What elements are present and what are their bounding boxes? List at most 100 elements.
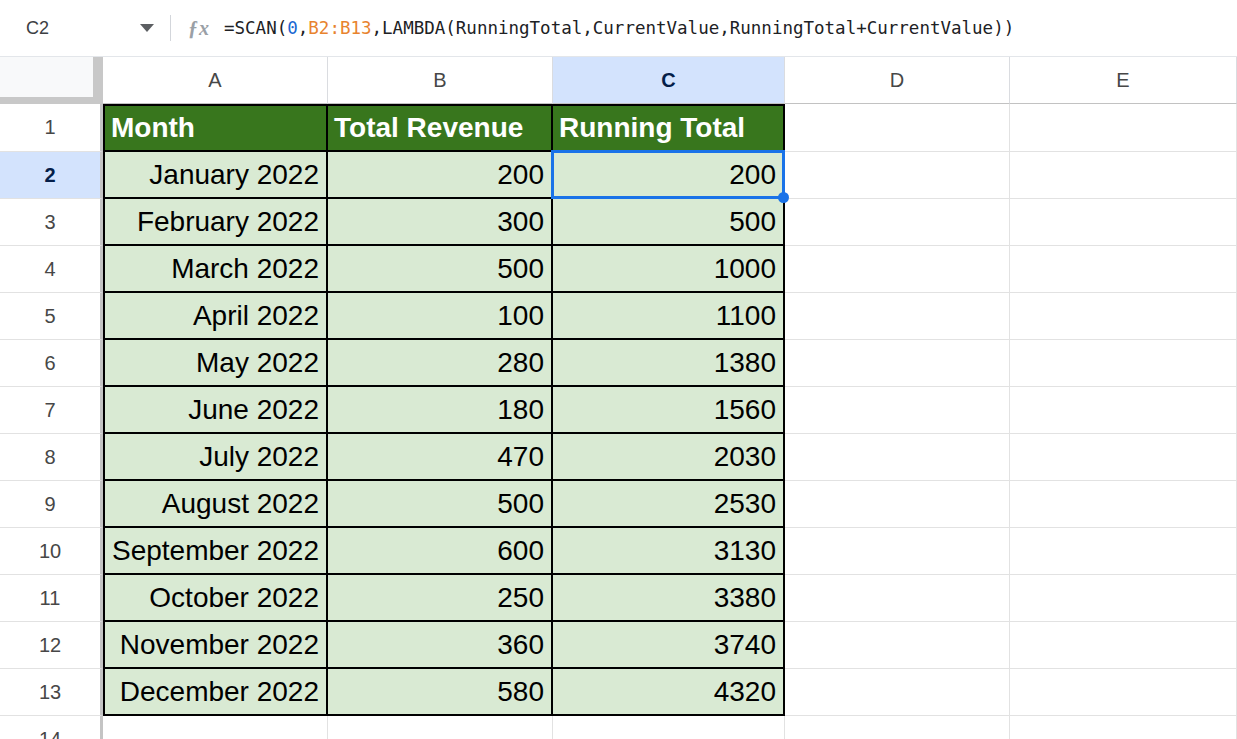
cell-empty[interactable] [1010, 434, 1237, 481]
cell-running-total[interactable]: 1100 [553, 293, 785, 340]
cell-empty[interactable] [1010, 340, 1237, 387]
row-header-12[interactable]: 12 [0, 622, 103, 669]
cell-month[interactable]: March 2022 [103, 246, 328, 293]
column-header-d[interactable]: D [785, 57, 1010, 104]
cell-empty[interactable] [1010, 622, 1237, 669]
cell-month[interactable]: December 2022 [103, 669, 328, 716]
cell-revenue[interactable]: 360 [328, 622, 553, 669]
cell-empty[interactable] [103, 716, 328, 739]
cell-empty[interactable] [785, 293, 1010, 340]
column-header-b[interactable]: B [328, 57, 553, 104]
cell-running-total[interactable]: 3380 [553, 575, 785, 622]
cell-empty[interactable] [1010, 199, 1237, 246]
row-header-9[interactable]: 9 [0, 481, 103, 528]
select-all-corner[interactable] [0, 57, 103, 104]
cell-revenue[interactable]: 100 [328, 293, 553, 340]
chevron-down-icon[interactable] [140, 24, 154, 32]
row-header-5[interactable]: 5 [0, 293, 103, 340]
cell-running-total[interactable]: 2030 [553, 434, 785, 481]
cell-empty[interactable] [785, 340, 1010, 387]
cell-empty[interactable] [1010, 575, 1237, 622]
cell-empty[interactable] [1010, 246, 1237, 293]
row-header-10[interactable]: 10 [0, 528, 103, 575]
cell-revenue[interactable]: 300 [328, 199, 553, 246]
cell-running-total[interactable]: 1000 [553, 246, 785, 293]
cell-empty[interactable] [785, 622, 1010, 669]
table-row: 8 July 2022 470 2030 [0, 434, 1237, 481]
table-row: 13 December 2022 580 4320 [0, 669, 1237, 716]
cell-revenue[interactable]: 580 [328, 669, 553, 716]
cell-empty[interactable] [785, 434, 1010, 481]
column-header-a[interactable]: A [103, 57, 328, 104]
row-header-8[interactable]: 8 [0, 434, 103, 481]
cell-revenue[interactable]: 470 [328, 434, 553, 481]
cell-month[interactable]: July 2022 [103, 434, 328, 481]
cell-revenue[interactable]: 250 [328, 575, 553, 622]
cell-revenue[interactable]: 280 [328, 340, 553, 387]
cell-b1-total-revenue-header[interactable]: Total Revenue [328, 104, 553, 152]
table-row: 14 [0, 716, 1237, 739]
cell-empty[interactable] [785, 575, 1010, 622]
cell-month[interactable]: November 2022 [103, 622, 328, 669]
selected-cell-c2[interactable]: 200 [553, 152, 785, 199]
cell-empty[interactable] [1010, 293, 1237, 340]
cell-revenue[interactable]: 500 [328, 481, 553, 528]
cell-month[interactable]: May 2022 [103, 340, 328, 387]
cell-revenue[interactable]: 200 [328, 152, 553, 199]
cell-running-total[interactable]: 1380 [553, 340, 785, 387]
row-header-14[interactable]: 14 [0, 716, 103, 739]
cell-month[interactable]: September 2022 [103, 528, 328, 575]
row-header-2[interactable]: 2 [0, 152, 103, 199]
row-header-6[interactable]: 6 [0, 340, 103, 387]
cell-empty[interactable] [1010, 481, 1237, 528]
cell-month[interactable]: August 2022 [103, 481, 328, 528]
row-header-3[interactable]: 3 [0, 199, 103, 246]
name-box[interactable]: C2 [0, 0, 170, 56]
cell-empty[interactable] [1010, 669, 1237, 716]
cell-revenue[interactable]: 600 [328, 528, 553, 575]
row-header-11[interactable]: 11 [0, 575, 103, 622]
cell-running-total[interactable]: 1560 [553, 387, 785, 434]
cell-running-total[interactable]: 4320 [553, 669, 785, 716]
row-header-7[interactable]: 7 [0, 387, 103, 434]
cell-empty[interactable] [1010, 387, 1237, 434]
table-row: 5 April 2022 100 1100 [0, 293, 1237, 340]
cell-running-total[interactable]: 3130 [553, 528, 785, 575]
cell-empty[interactable] [785, 716, 1010, 739]
cell-revenue[interactable]: 180 [328, 387, 553, 434]
cell-month[interactable]: April 2022 [103, 293, 328, 340]
cell-empty[interactable] [785, 246, 1010, 293]
cell-empty[interactable] [1010, 152, 1237, 199]
cell-empty[interactable] [1010, 528, 1237, 575]
cell-e1[interactable] [1010, 104, 1237, 152]
formula-input[interactable]: =SCAN(0,B2:B13,LAMBDA(RunningTotal,Curre… [224, 18, 1014, 38]
cell-a1-month-header[interactable]: Month [103, 104, 328, 152]
cell-d1[interactable] [785, 104, 1010, 152]
cell-empty[interactable] [1010, 716, 1237, 739]
cell-month[interactable]: June 2022 [103, 387, 328, 434]
cell-running-total[interactable]: 2530 [553, 481, 785, 528]
cell-empty[interactable] [785, 669, 1010, 716]
column-header-c[interactable]: C [553, 57, 785, 104]
cell-empty[interactable] [328, 716, 553, 739]
cell-empty[interactable] [785, 481, 1010, 528]
column-header-row: A B C D E [0, 57, 1237, 104]
cell-c1-running-total-header[interactable]: Running Total [553, 104, 785, 152]
column-header-e[interactable]: E [1010, 57, 1237, 104]
sheet-grid: A B C D E 1 Month Total Revenue Running … [0, 57, 1237, 739]
cell-month[interactable]: February 2022 [103, 199, 328, 246]
cell-running-total[interactable]: 500 [553, 199, 785, 246]
cell-running-total[interactable]: 3740 [553, 622, 785, 669]
fx-icon: ƒx [188, 17, 210, 40]
cell-empty[interactable] [785, 387, 1010, 434]
cell-month[interactable]: October 2022 [103, 575, 328, 622]
row-header-13[interactable]: 13 [0, 669, 103, 716]
cell-empty[interactable] [785, 528, 1010, 575]
cell-empty[interactable] [785, 199, 1010, 246]
row-header-1[interactable]: 1 [0, 104, 103, 152]
row-header-4[interactable]: 4 [0, 246, 103, 293]
cell-revenue[interactable]: 500 [328, 246, 553, 293]
cell-empty[interactable] [785, 152, 1010, 199]
cell-month[interactable]: January 2022 [103, 152, 328, 199]
cell-empty[interactable] [553, 716, 785, 739]
